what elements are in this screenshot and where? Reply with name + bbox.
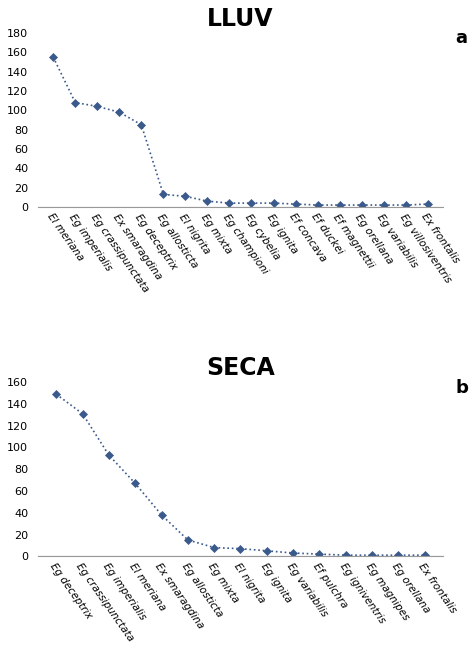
Title: SECA: SECA — [206, 356, 275, 380]
Text: b: b — [456, 379, 468, 396]
Text: a: a — [456, 29, 467, 47]
Title: LLUV: LLUV — [207, 7, 273, 31]
